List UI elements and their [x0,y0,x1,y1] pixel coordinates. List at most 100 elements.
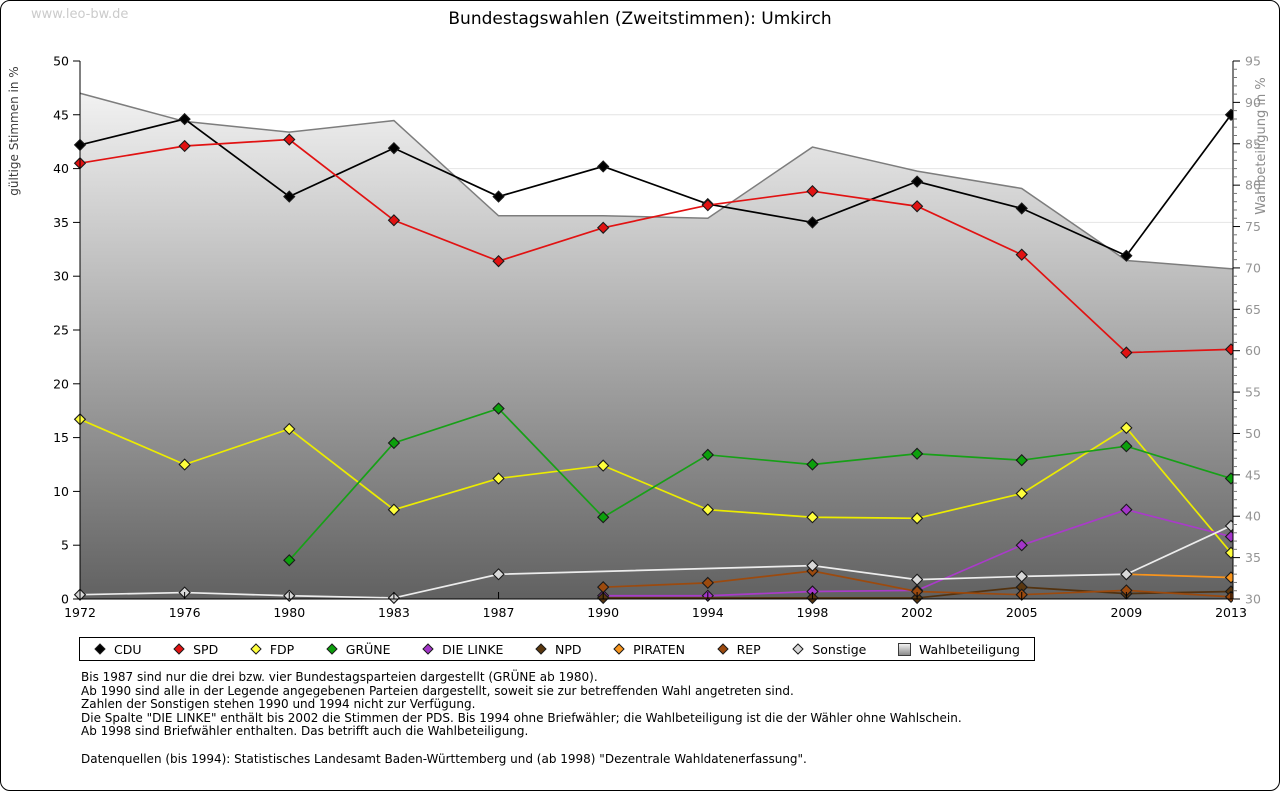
x-tick-label: 1990 [587,605,619,620]
point-cdu [597,160,610,173]
point-fdp [1120,421,1133,435]
y-right-tick-label: 60 [1245,343,1261,358]
legend-marker-fdp [250,643,262,655]
legend-label: DIE LINKE [442,641,504,657]
footnote-line: Zahlen der Sonstigen stehen 1990 und 199… [81,697,476,712]
legend-label: FDP [269,641,295,657]
point-gruene [806,458,819,471]
point-fdp [701,503,714,516]
point-gruene [283,554,296,567]
x-tick-label: 1983 [378,605,410,620]
point-spd [701,199,714,212]
point-sonstige [1224,519,1233,533]
y-right-tick-label: 90 [1245,95,1261,110]
y-right-tick-label: 40 [1245,509,1261,524]
y-left-tick-label: 35 [53,215,69,230]
y-right-tick-label: 80 [1245,178,1261,193]
y-left-tick-label: 50 [53,54,69,69]
point-fdp [597,459,610,472]
legend-label: Sonstige [812,641,867,657]
point-sonstige [910,573,924,586]
legend-item-spd: SPD [173,642,218,657]
y-right-tick-label: 30 [1245,592,1261,607]
watermark: www.leo-bw.de [31,7,129,22]
chart-footnotes: Bis 1987 sind nur die drei bzw. vier Bun… [81,670,962,766]
point-spd [806,185,819,198]
legend-marker-sonstige [792,643,805,655]
point-cdu [492,190,505,203]
legend-item-npd: NPD [535,642,582,657]
footnote-line: Die Spalte "DIE LINKE" enthält bis 2002 … [81,710,962,725]
point-fdp [806,511,819,524]
legend-marker-wahlbeteiligung [897,642,911,656]
x-tick-label: 1994 [692,605,724,620]
point-fdp [1224,546,1233,559]
point-fdp [283,422,296,436]
point-spd [1015,248,1028,261]
y-left-tick-label: 25 [53,323,69,338]
x-tick-label: 1976 [169,605,201,620]
y-left-tick-label: 15 [53,430,69,445]
line-chart: 0 5 10 15 20 25 30 35 40 45 50 30 35 40 45 50 55 60 65 70 75… [7,54,1269,621]
footnote-line: Ab 1990 sind alle in der Legende angegeb… [81,683,794,698]
point-rep [701,576,714,590]
point-cdu [1120,249,1133,262]
footnote-line: Ab 1998 sind Briefwähler enthalten. Das … [81,724,529,739]
point-spd [283,133,296,146]
y-left-tick-label: 20 [53,376,69,391]
x-tick-label: 1972 [64,605,96,620]
point-gruene [387,436,401,450]
point-cdu [1224,108,1233,121]
y-right-tick-label: 50 [1245,426,1261,441]
legend-item-wahlbeteiligung: Wahlbeteiligung [897,642,1020,657]
point-fdp [1015,487,1028,500]
x-tick-label: 2005 [1006,605,1038,620]
legend-label: PIRATEN [633,641,685,657]
point-fdp [910,512,924,525]
point-spd [597,221,610,234]
x-tick-label: 1987 [483,605,515,620]
legend-marker-npd [535,643,547,655]
legend-marker-die-linke [422,643,434,655]
point-gruene [910,447,924,460]
y-left-axis-title: gültige Stimmen in % [7,66,21,195]
legend-label: GRÜNE [345,641,391,657]
point-gruene [1120,440,1133,453]
y-left-tick-label: 40 [53,161,69,176]
series-sonstige [73,519,1233,605]
point-fdp [492,472,505,485]
legend-marker-spd [173,643,185,655]
legend-item-cdu: CDU [94,642,142,657]
point-sonstige [492,568,505,581]
chart-legend: CDU SPD FDP GRÜNE DIE LINKE NPD PIRATEN REP Sons… [79,637,1035,661]
y-left-tick-label: 10 [53,484,69,499]
x-tick-label: 1980 [273,605,305,620]
point-spd [1120,346,1133,359]
point-die-linke [1120,503,1133,516]
legend-label: NPD [555,641,582,657]
point-spd [387,214,401,227]
point-die-linke [1015,539,1028,552]
point-spd [910,200,924,213]
legend-marker-gruene [326,643,338,655]
y-left-tick-label: 45 [53,107,69,122]
y-left-tick-label: 5 [61,538,69,553]
x-tick-label: 2013 [1215,605,1247,620]
legend-item-sonstige: Sonstige [792,642,866,657]
point-gruene [492,402,505,415]
point-gruene [1015,454,1028,467]
x-tick-label: 2002 [901,605,933,620]
y-right-tick-label: 35 [1245,550,1261,565]
point-cdu [1015,202,1028,215]
point-sonstige [1015,570,1028,583]
y-right-tick-label: 70 [1245,260,1261,275]
y-left-tick-label: 30 [53,269,69,284]
point-sonstige [806,559,819,572]
series-gruene [283,402,1233,567]
y-left-tick-label: 0 [61,592,69,607]
y-right-tick-label: 55 [1245,385,1261,400]
y-right-tick-label: 45 [1245,467,1261,482]
legend-label: SPD [193,641,219,657]
y-right-tick-label: 95 [1245,54,1261,69]
